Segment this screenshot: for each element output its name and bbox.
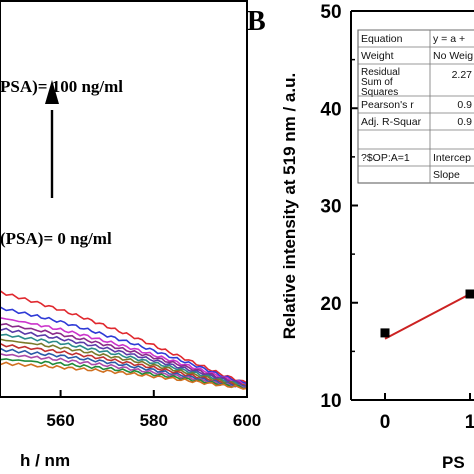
fit-results-table: Equation y = a + Weight No Weig ResidualSum … — [357, 29, 474, 184]
fit-table-value: 2.27 — [452, 69, 473, 81]
fit-table-value: y = a + — [433, 33, 465, 45]
fit-table-value: 0.9 — [457, 116, 472, 128]
panel-b-points — [380, 289, 474, 338]
fit-table-label: Adj. R-Squar — [361, 116, 422, 128]
fit-table-label: Equation — [361, 33, 403, 45]
panel-b-y-axis-label: Relative intensity at 519 nm / a.u. — [280, 73, 299, 339]
fit-table-value: No Weig — [433, 50, 473, 62]
spectrum-line-6 — [0, 333, 248, 387]
fit-table-label: ?$OP:A=1 — [361, 152, 410, 164]
fit-table-value: Intercep — [433, 152, 471, 164]
panel-b-x-tick-label: 1 — [465, 412, 474, 433]
panel-b-letter: B — [247, 6, 266, 37]
arrow-head — [45, 80, 59, 104]
spectrum-line-1 — [0, 290, 248, 384]
fit-table-label: Residual — [361, 67, 400, 78]
spectrum-line-7 — [0, 338, 248, 388]
panel-a-x-tick-label: 560 — [46, 411, 74, 430]
panel-b-y-tick-label: 40 — [320, 99, 341, 120]
panel-a-series — [0, 290, 248, 390]
panel-b-x-axis-label: PS — [442, 453, 465, 472]
linear-fit-line — [384, 293, 471, 340]
panel-b-fit-line — [384, 293, 471, 340]
panel-b-x-tick-label: 0 — [380, 412, 391, 433]
spectrum-line-5 — [0, 327, 247, 387]
panel-a-axes — [0, 0, 248, 398]
panel-a-x-ticks: 560 580 600 — [46, 390, 261, 430]
fit-table-label: Squares — [361, 87, 398, 98]
panel-b-y-tick-label: 20 — [320, 294, 341, 315]
spectrum-line-2 — [0, 306, 248, 385]
annotation-psa-100: PSA)= 100 ng/ml — [0, 77, 123, 96]
panel-a: 560 580 600 h / nm PSA)= 100 ng/ml (PSA)= … — [0, 0, 261, 470]
fit-table-frame — [357, 29, 474, 184]
data-point-2 — [465, 289, 474, 299]
fit-table-value: Slope — [433, 169, 460, 181]
spectrum-line-9 — [0, 347, 248, 388]
fit-table-label: Sum of — [361, 77, 393, 88]
arrow-up — [45, 80, 59, 198]
panel-b-y-tick-label: 50 — [320, 2, 341, 23]
panel-a-x-axis-label: h / nm — [20, 451, 70, 470]
panel-b-y-tick-label: 10 — [320, 391, 341, 412]
fit-table-value: 0.9 — [457, 99, 472, 111]
annotation-psa-0: (PSA)= 0 ng/ml — [0, 229, 112, 248]
data-point-1 — [380, 328, 390, 338]
panel-a-x-tick-label: 580 — [140, 411, 168, 430]
fit-table-label: Weight — [361, 50, 394, 62]
panel-b-y-tick-label: 30 — [320, 197, 341, 218]
panel-a-x-tick-label: 600 — [233, 411, 261, 430]
spectrum-line-8 — [0, 342, 248, 388]
panel-b-y-ticks: 10 20 30 40 50 — [320, 2, 358, 412]
spectrum-line-12 — [0, 361, 248, 390]
fit-table-label: Pearson's r — [361, 99, 414, 111]
